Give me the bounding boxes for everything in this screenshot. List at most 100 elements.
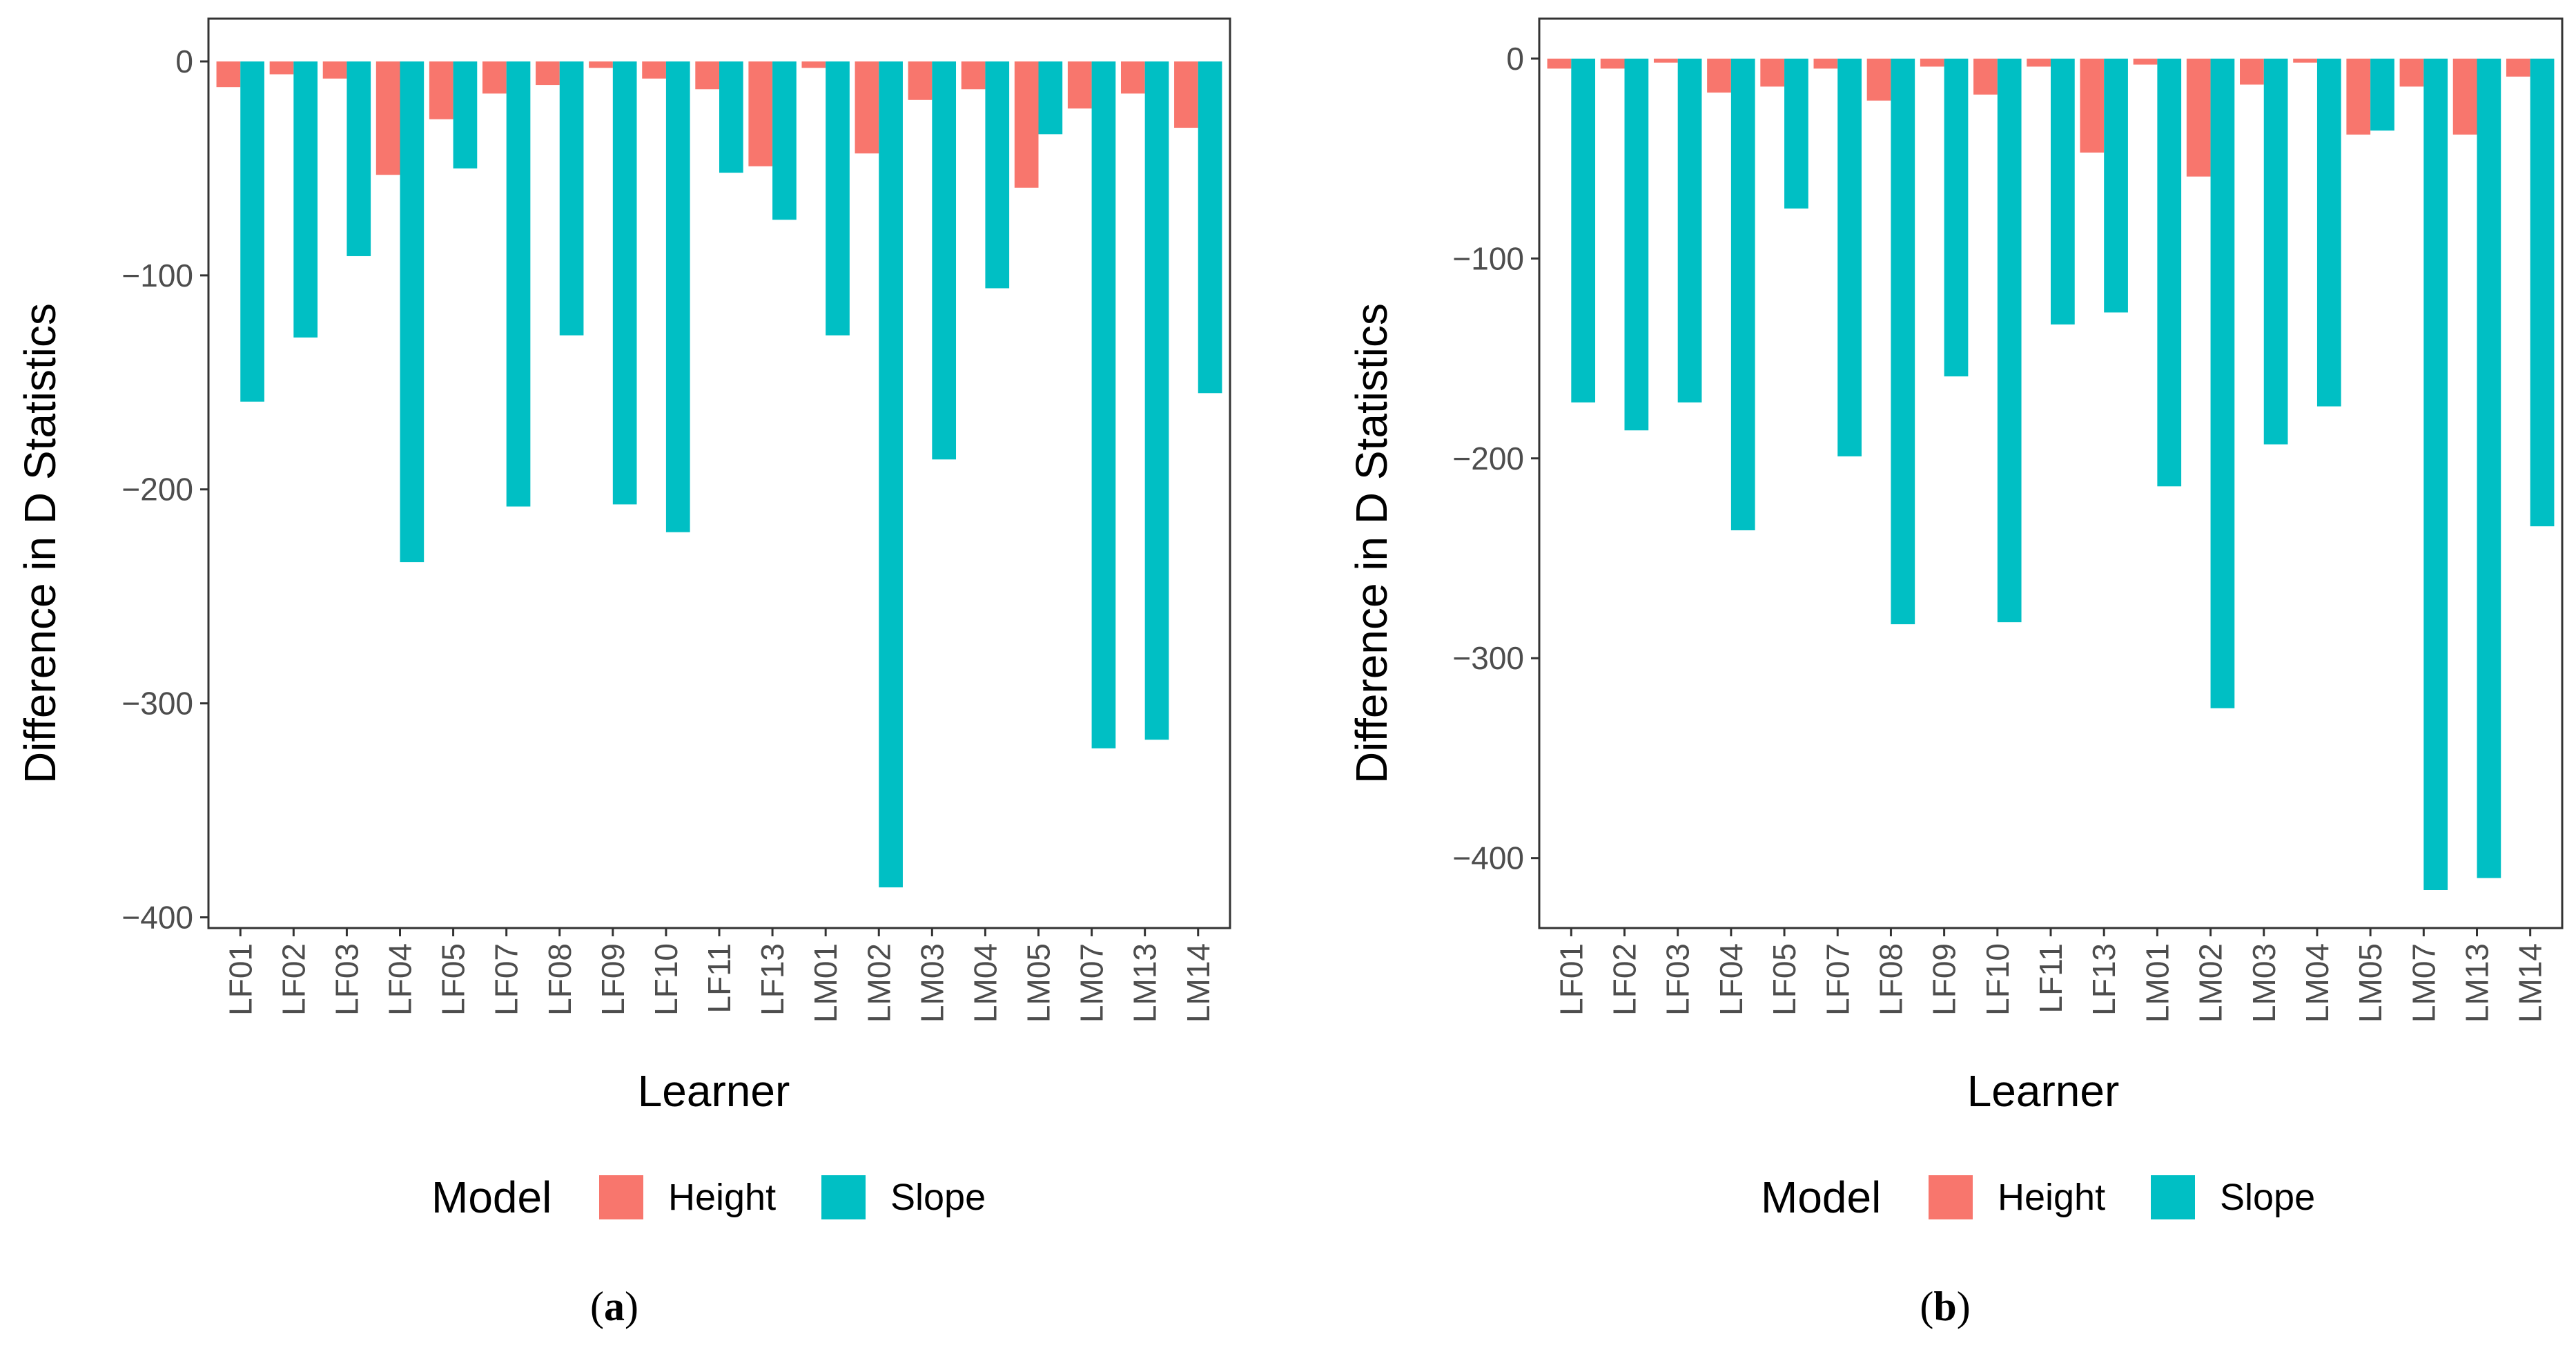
x-axis-title-b: Learner bbox=[1967, 1066, 2120, 1116]
x-tick-label-lf11-b: LF11 bbox=[2033, 943, 2069, 1013]
bar-slope-lf11-a bbox=[719, 61, 743, 173]
bar-slope-lf10-a bbox=[665, 61, 690, 532]
x-tick-label-lm02-b: LM02 bbox=[2193, 943, 2229, 1023]
bar-height-lf01-b bbox=[1547, 58, 1572, 69]
y-tick-label-b-4: −400 bbox=[1452, 840, 1524, 876]
bar-slope-lf04-a bbox=[400, 61, 425, 563]
x-tick-label-lf04-a: LF04 bbox=[382, 943, 418, 1016]
x-tick-label-lf13-b: LF13 bbox=[2086, 943, 2122, 1016]
bar-height-lf04-b bbox=[1707, 58, 1731, 93]
legend-title-b: Model bbox=[1761, 1172, 1881, 1222]
bar-height-lf05-a bbox=[429, 61, 453, 119]
caption-a-close: ) bbox=[625, 1284, 638, 1329]
bars-a bbox=[216, 61, 1222, 888]
bar-slope-lm03-b bbox=[2263, 58, 2288, 445]
bar-height-lf11-a bbox=[695, 61, 719, 90]
bar-slope-lf03-a bbox=[347, 61, 371, 256]
legend-b: Model Height Slope bbox=[1761, 1172, 2315, 1222]
legend-key-height-b bbox=[1929, 1175, 1973, 1219]
bar-height-lm14-a bbox=[1174, 61, 1198, 128]
x-tick-label-lf03-b: LF03 bbox=[1660, 943, 1696, 1016]
bar-slope-lf02-a bbox=[293, 61, 318, 338]
bar-slope-lf08-a bbox=[559, 61, 584, 336]
bar-height-lm14-b bbox=[2506, 58, 2530, 77]
caption-b-open: ( bbox=[1920, 1284, 1933, 1329]
x-tick-label-lm01-a: LM01 bbox=[808, 943, 843, 1023]
bar-slope-lf01-a bbox=[240, 61, 264, 402]
x-tick-label-lm07-b: LM07 bbox=[2406, 943, 2441, 1023]
bar-height-lm07-b bbox=[2399, 58, 2424, 87]
legend-key-height-a bbox=[599, 1175, 643, 1219]
bar-height-lf03-b bbox=[1653, 58, 1678, 63]
panel-a: Difference in D Statistics Learner 0 −100… bbox=[15, 17, 1231, 1116]
legend-title-a: Model bbox=[431, 1172, 552, 1222]
bar-height-lm13-a bbox=[1120, 61, 1145, 94]
bar-height-lm01-b bbox=[2133, 58, 2158, 65]
x-tick-label-lm02-a: LM02 bbox=[861, 943, 897, 1023]
legend-key-slope-b bbox=[2151, 1175, 2195, 1219]
x-tick-label-lm03-a: LM03 bbox=[914, 943, 950, 1023]
bar-slope-lf05-b bbox=[1784, 58, 1808, 209]
bar-slope-lm03-a bbox=[932, 61, 957, 460]
y-tick-label-b-3: −300 bbox=[1452, 640, 1524, 676]
legend-label-height-a: Height bbox=[668, 1177, 776, 1218]
bar-slope-lm04-b bbox=[2316, 58, 2341, 407]
x-tick-label-lm07-a: LM07 bbox=[1074, 943, 1110, 1023]
caption-b-close: ) bbox=[1957, 1284, 1971, 1329]
x-tick-label-lf02-b: LF02 bbox=[1607, 943, 1643, 1016]
bar-height-lf10-b bbox=[1973, 58, 1998, 95]
bar-height-lf11-b bbox=[2027, 58, 2051, 67]
bar-slope-lf10-b bbox=[1997, 58, 2022, 623]
x-tick-label-lm05-a: LM05 bbox=[1021, 943, 1057, 1023]
bar-slope-lm07-a bbox=[1091, 61, 1116, 749]
panel-b: Difference in D Statistics Learner 0 −100… bbox=[1347, 17, 2564, 1116]
x-tick-label-lm03-b: LM03 bbox=[2246, 943, 2282, 1023]
bar-height-lm04-a bbox=[961, 61, 986, 90]
bar-slope-lf01-b bbox=[1571, 58, 1596, 403]
bar-slope-lm13-a bbox=[1144, 61, 1169, 740]
x-tick-label-lf09-b: LF09 bbox=[1926, 943, 1962, 1016]
bar-height-lm13-b bbox=[2452, 58, 2477, 135]
x-tick-label-lf03-a: LF03 bbox=[329, 943, 364, 1016]
bar-slope-lm04-a bbox=[985, 61, 1010, 289]
bar-height-lm05-a bbox=[1014, 61, 1039, 188]
bar-slope-lm02-a bbox=[879, 61, 903, 888]
y-tick-label-a-4: −400 bbox=[121, 900, 193, 936]
legend-label-slope-a: Slope bbox=[890, 1177, 986, 1218]
bar-height-lf02-a bbox=[269, 61, 294, 75]
bar-slope-lm14-b bbox=[2530, 58, 2555, 527]
bar-height-lf13-b bbox=[2080, 58, 2105, 153]
x-tick-label-lf07-b: LF07 bbox=[1819, 943, 1855, 1016]
x-tick-label-lf05-a: LF05 bbox=[436, 943, 471, 1016]
x-tick-label-lf07-a: LF07 bbox=[489, 943, 525, 1016]
bar-slope-lm01-b bbox=[2157, 58, 2182, 487]
bar-height-lf03-a bbox=[322, 61, 347, 79]
bar-slope-lf04-b bbox=[1730, 58, 1755, 530]
x-tick-label-lm14-a: LM14 bbox=[1180, 943, 1216, 1023]
x-tick-label-lm13-a: LM13 bbox=[1127, 943, 1163, 1023]
x-tick-label-lf09-a: LF09 bbox=[595, 943, 631, 1016]
bar-height-lf05-b bbox=[1760, 58, 1785, 87]
bar-slope-lf09-a bbox=[612, 61, 637, 505]
bar-slope-lf07-a bbox=[506, 61, 531, 507]
bar-height-lf04-a bbox=[375, 61, 400, 175]
bar-slope-lf03-b bbox=[1677, 58, 1702, 403]
x-tick-label-lf13-a: LF13 bbox=[754, 943, 790, 1016]
x-tick-label-lm13-b: LM13 bbox=[2459, 943, 2495, 1023]
bar-slope-lf02-b bbox=[1624, 58, 1649, 431]
bar-height-lm01-a bbox=[801, 61, 826, 68]
bar-slope-lf11-b bbox=[2051, 58, 2075, 325]
x-tick-label-lm01-b: LM01 bbox=[2139, 943, 2175, 1023]
y-tick-label-a-3: −300 bbox=[121, 686, 193, 722]
bar-slope-lf07-b bbox=[1837, 58, 1862, 456]
x-tick-label-lm04-a: LM04 bbox=[967, 943, 1003, 1023]
bar-height-lm07-a bbox=[1067, 61, 1092, 109]
y-axis-title-a: Difference in D Statistics bbox=[15, 303, 65, 784]
bar-slope-lf13-b bbox=[2104, 58, 2128, 313]
bar-slope-lf08-b bbox=[1891, 58, 1915, 625]
x-tick-label-lf08-b: LF08 bbox=[1873, 943, 1909, 1016]
x-tick-label-lf01-a: LF01 bbox=[222, 943, 258, 1016]
bar-height-lf02-b bbox=[1600, 58, 1625, 69]
bar-height-lm04-b bbox=[2293, 58, 2317, 63]
bar-slope-lm01-a bbox=[826, 61, 850, 336]
